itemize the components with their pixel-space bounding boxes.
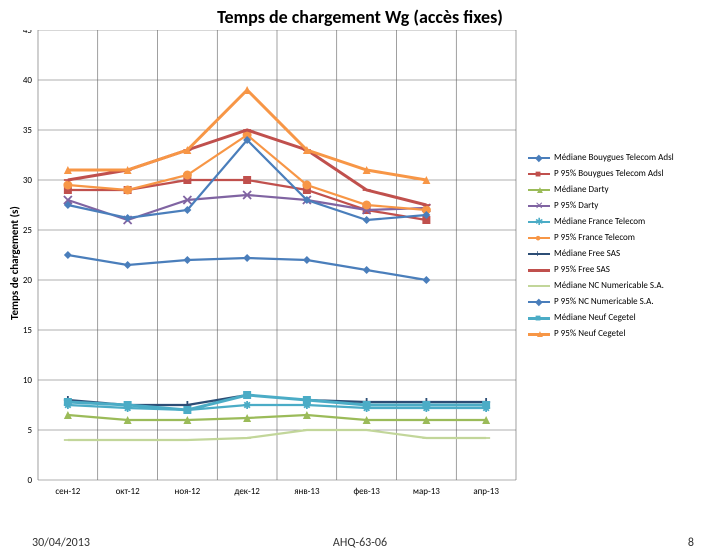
legend-item: ■Médiane Neuf Cegetel [528,310,674,326]
legend-item: ✱Médiane France Telecom [528,214,674,230]
svg-text:20: 20 [23,275,33,286]
svg-text:окт-12: окт-12 [116,486,141,497]
svg-text:40: 40 [23,75,33,86]
line-chart: 0 5 10 15 20 25 30 35 40 45 сен-12 окт-12 ноя-12 дек-… [0,30,525,500]
page-number: 8 [688,536,694,550]
legend-label: Médiane France Telecom [554,214,645,230]
legend-label: P 95% NC Numericable S.A. [554,294,654,310]
chart-title: Temps de chargement Wg (accès fixes) [0,6,720,28]
legend-item: —P 95% Free SAS [528,262,674,278]
legend-label: P 95% Darty [554,198,598,214]
svg-text:фев-13: фев-13 [353,486,380,497]
legend-item: ▲P 95% Neuf Cegetel [528,326,674,342]
footer-ref: AHQ-63-06 [0,536,720,550]
legend-label: P 95% Neuf Cegetel [554,326,625,342]
legend-label: Médiane Free SAS [554,246,620,262]
legend-label: P 95% Bouygues Telecom Adsl [554,166,663,182]
legend-item: ◆P 95% NC Numericable S.A. [528,294,674,310]
svg-text:30: 30 [23,175,33,186]
y-axis-label: Temps de chargement (s) [8,206,21,320]
legend-item: +Médiane Free SAS [528,246,674,262]
legend-label: Médiane NC Numericable S.A. [554,278,664,294]
svg-text:10: 10 [23,375,33,386]
legend-label: Médiane Bouygues Telecom Adsl [554,150,674,166]
svg-text:апр-13: апр-13 [473,486,499,497]
legend-item: —Médiane NC Numericable S.A. [528,278,674,294]
svg-text:янв-13: янв-13 [294,486,320,497]
svg-text:дек-12: дек-12 [234,486,260,497]
legend-label: Médiane Darty [554,182,609,198]
legend-item: ✕P 95% Darty [528,198,674,214]
legend-label: P 95% Free SAS [554,262,610,278]
legend-item: ◆Médiane Bouygues Telecom Adsl [528,150,674,166]
svg-text:15: 15 [23,325,33,336]
legend-item: ▲Médiane Darty [528,182,674,198]
chart-legend: ◆Médiane Bouygues Telecom Adsl■P 95% Bou… [528,150,674,342]
svg-text:45: 45 [23,30,33,36]
svg-text:0: 0 [27,475,32,486]
svg-text:мар-13: мар-13 [413,486,440,497]
svg-text:ноя-12: ноя-12 [175,486,201,497]
svg-text:сен-12: сен-12 [55,486,80,497]
svg-text:5: 5 [27,425,32,436]
svg-text:35: 35 [23,125,33,136]
legend-item: ■P 95% Bouygues Telecom Adsl [528,166,674,182]
legend-label: P 95% France Telecom [554,230,635,246]
svg-text:25: 25 [23,225,33,236]
legend-label: Médiane Neuf Cegetel [554,310,636,326]
legend-item: ●P 95% France Telecom [528,230,674,246]
